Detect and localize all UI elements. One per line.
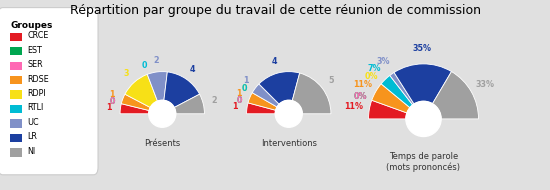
Bar — [10, 134, 22, 142]
Text: 0%: 0% — [354, 92, 367, 101]
Wedge shape — [248, 93, 277, 110]
Bar — [10, 47, 22, 55]
Text: CRCE: CRCE — [28, 31, 48, 40]
Text: 0: 0 — [236, 96, 242, 105]
Bar — [10, 33, 22, 41]
Wedge shape — [292, 73, 331, 114]
Text: RDPI: RDPI — [28, 89, 46, 98]
Bar — [10, 119, 22, 128]
Text: 0: 0 — [141, 61, 147, 70]
Text: Présents: Présents — [144, 139, 180, 148]
Wedge shape — [174, 94, 205, 114]
Text: 11%: 11% — [345, 102, 364, 111]
Text: 1: 1 — [106, 103, 112, 112]
Wedge shape — [122, 94, 150, 111]
Wedge shape — [246, 103, 276, 114]
Wedge shape — [432, 72, 478, 119]
Text: 0%: 0% — [354, 92, 367, 101]
Bar — [10, 76, 22, 84]
FancyBboxPatch shape — [0, 8, 98, 175]
Text: LR: LR — [28, 132, 37, 141]
Text: 5: 5 — [329, 76, 334, 86]
Text: 0: 0 — [109, 97, 115, 106]
Text: Groupes: Groupes — [10, 21, 52, 30]
Text: Interventions: Interventions — [261, 139, 317, 148]
Text: 4: 4 — [190, 65, 196, 74]
Text: 1: 1 — [233, 102, 238, 111]
Text: Temps de parole
(mots prononcés): Temps de parole (mots prononcés) — [387, 152, 460, 172]
Text: 11%: 11% — [353, 80, 372, 89]
Text: 2: 2 — [212, 96, 217, 105]
Wedge shape — [394, 64, 452, 104]
Wedge shape — [147, 72, 167, 101]
Circle shape — [406, 101, 441, 136]
Wedge shape — [120, 104, 149, 114]
Text: 35%: 35% — [413, 44, 432, 53]
Wedge shape — [259, 72, 300, 104]
Bar — [10, 105, 22, 113]
Text: Répartition par groupe du travail de cette réunion de commission: Répartition par groupe du travail de cet… — [69, 4, 481, 17]
Text: UC: UC — [28, 118, 39, 127]
Wedge shape — [390, 72, 414, 105]
Bar — [10, 148, 22, 157]
Text: SER: SER — [28, 60, 43, 69]
Text: 0: 0 — [241, 84, 247, 93]
Text: 0: 0 — [109, 97, 115, 106]
Wedge shape — [372, 84, 410, 113]
Text: 33%: 33% — [475, 80, 494, 89]
Text: 0%: 0% — [365, 72, 378, 81]
Text: RTLI: RTLI — [28, 103, 43, 112]
Wedge shape — [164, 72, 200, 108]
Text: 1: 1 — [236, 89, 241, 98]
Text: 1: 1 — [109, 90, 114, 99]
Circle shape — [275, 100, 302, 127]
Text: 7%: 7% — [368, 64, 381, 73]
Text: 3: 3 — [124, 69, 129, 78]
Bar — [10, 62, 22, 70]
Text: 0: 0 — [241, 84, 247, 93]
Text: 2: 2 — [153, 56, 158, 65]
Text: 4: 4 — [272, 57, 278, 66]
Text: NI: NI — [28, 147, 35, 156]
Wedge shape — [381, 75, 412, 108]
Wedge shape — [368, 100, 407, 119]
Wedge shape — [252, 84, 279, 107]
Text: RDSE: RDSE — [28, 74, 49, 84]
Bar — [10, 90, 22, 99]
Wedge shape — [125, 74, 157, 108]
Text: 3%: 3% — [376, 57, 390, 66]
Text: EST: EST — [28, 46, 42, 55]
Text: 1: 1 — [243, 76, 249, 86]
Text: 0: 0 — [236, 96, 242, 105]
Circle shape — [148, 100, 176, 127]
